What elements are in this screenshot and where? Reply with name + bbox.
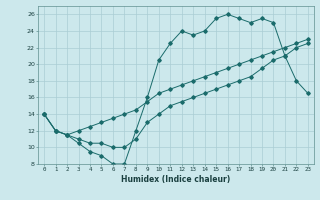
X-axis label: Humidex (Indice chaleur): Humidex (Indice chaleur) xyxy=(121,175,231,184)
